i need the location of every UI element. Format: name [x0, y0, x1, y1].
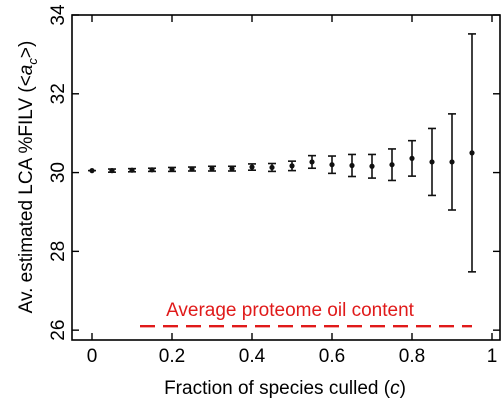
y-tick-label: 26	[48, 320, 69, 341]
x-axis-title: Fraction of species culled (c)	[164, 378, 406, 399]
data-point	[349, 162, 355, 169]
x-tick-label: 1	[487, 346, 498, 367]
reference-line-label: Average proteome oil content	[166, 300, 415, 321]
y-tick-label: 34	[48, 4, 69, 26]
data-point	[429, 159, 435, 165]
y-tick-label: 28	[48, 241, 69, 262]
data-point	[329, 162, 335, 168]
data-point	[149, 167, 155, 173]
y-tick-label: 30	[48, 162, 69, 183]
data-point	[289, 163, 295, 169]
data-point	[409, 155, 415, 161]
data-point	[369, 163, 375, 169]
x-axis-title-text: Fraction of species culled (	[164, 378, 391, 399]
x-tick-label: 0.4	[239, 346, 266, 367]
y-axis-title-text: Av. estimated LCA %FILV (<	[16, 75, 37, 313]
data-point	[109, 168, 115, 174]
y-axis-title: Av. estimated LCA %FILV (<ac>)	[16, 41, 40, 314]
data-point	[449, 159, 455, 165]
data-point	[389, 162, 395, 168]
ticks-layer: 0 0.2 0.4 0.6 0.8 1 26 28 30 32 34	[48, 4, 500, 367]
y-axis-title-variable: a	[16, 65, 37, 76]
plot-layer	[88, 33, 476, 273]
y-axis-title-subscript: c	[25, 58, 40, 65]
data-point	[269, 164, 275, 171]
data-point	[469, 150, 475, 156]
data-point	[309, 159, 315, 165]
x-tick-label: 0.6	[319, 346, 345, 367]
data-point	[189, 166, 195, 172]
x-tick-label: 0.2	[159, 346, 185, 367]
data-point	[129, 167, 135, 173]
x-tick-label: 0	[87, 346, 98, 367]
x-axis-title-variable: c	[390, 378, 400, 399]
x-axis-title-end: )	[400, 378, 406, 399]
data-point	[229, 166, 235, 172]
data-point	[89, 168, 95, 174]
y-axis-title-end: >)	[16, 41, 37, 58]
data-point	[209, 166, 215, 172]
x-tick-label: 0.8	[399, 346, 425, 367]
data-point	[249, 164, 255, 170]
plot-frame	[71, 14, 501, 341]
data-point	[169, 166, 175, 173]
y-tick-label: 32	[48, 83, 69, 104]
